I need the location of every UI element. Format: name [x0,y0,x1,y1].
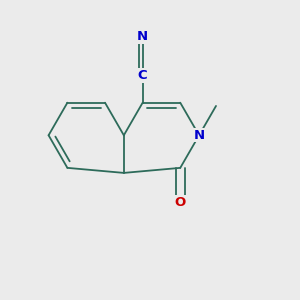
Text: O: O [175,196,186,209]
Text: N: N [194,129,205,142]
Text: C: C [138,69,148,82]
Text: N: N [137,30,148,44]
